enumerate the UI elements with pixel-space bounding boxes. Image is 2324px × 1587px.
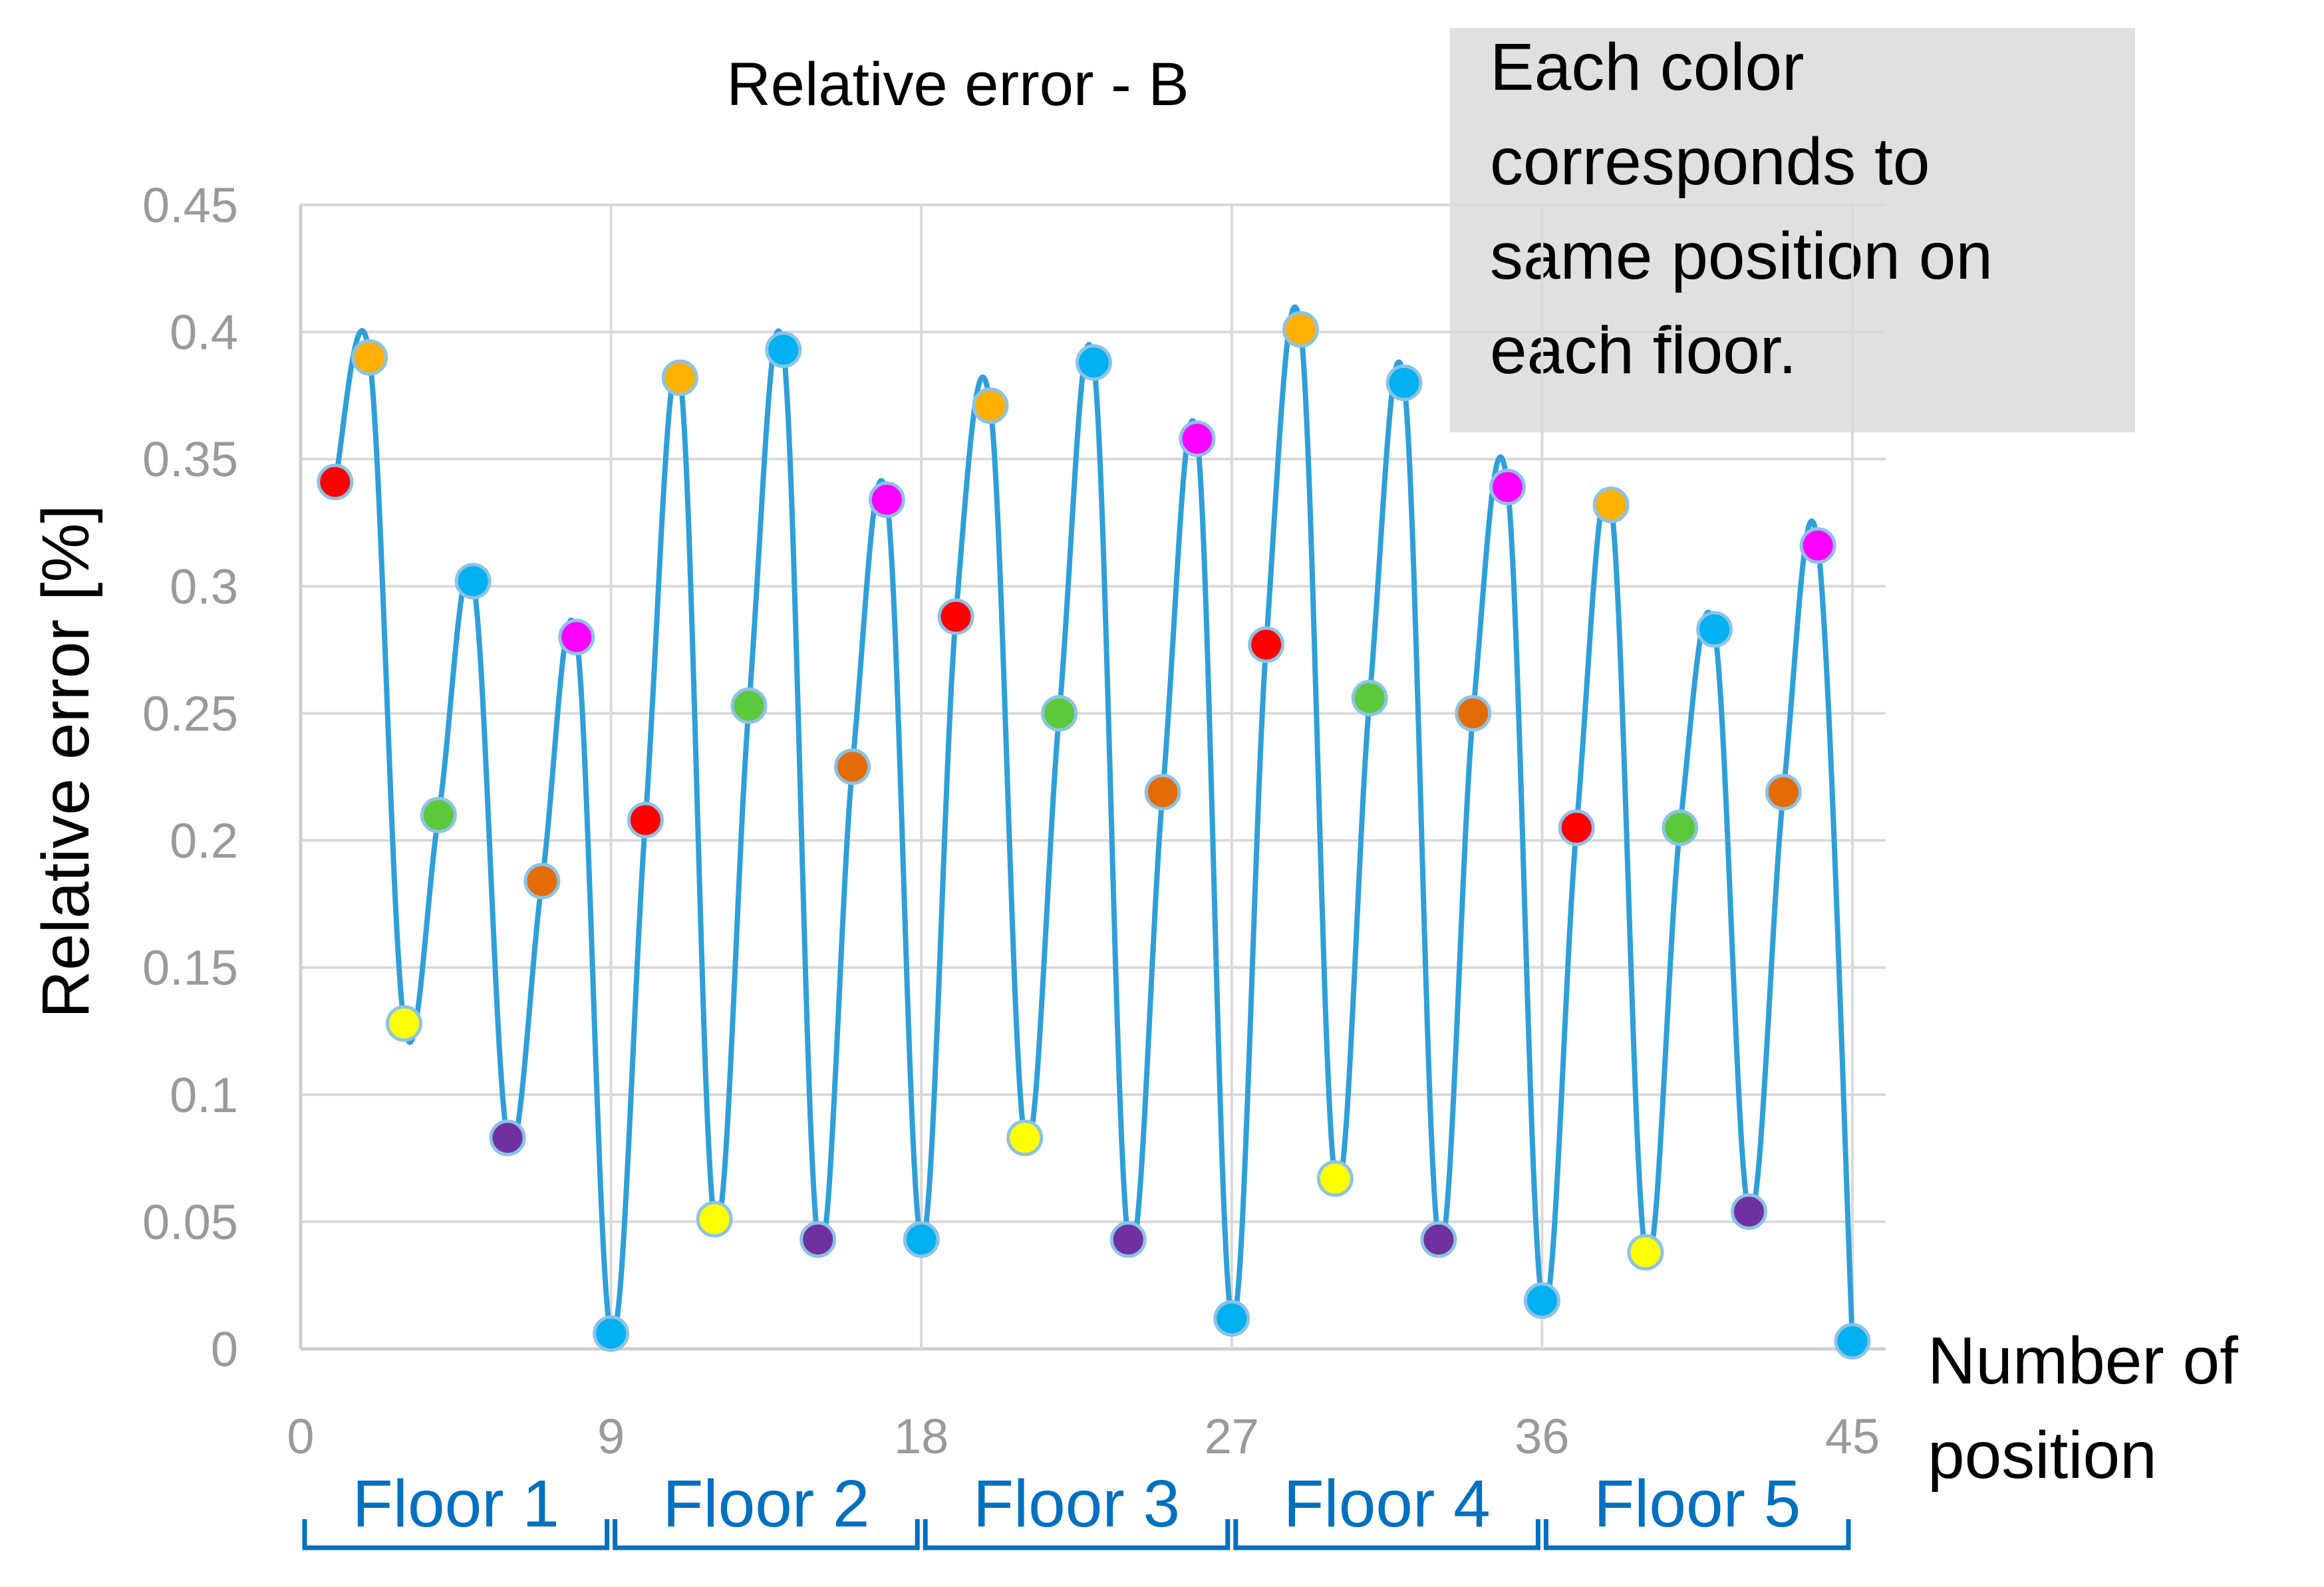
annotation-line-4: each floor. — [1490, 313, 1797, 388]
data-point — [1558, 809, 1595, 846]
data-point — [489, 1119, 526, 1157]
floor-label: Floor 4 — [1283, 1467, 1490, 1541]
data-point — [1213, 1300, 1250, 1337]
x-tick-label: 9 — [597, 1409, 625, 1464]
data-point — [903, 1221, 940, 1258]
x-tick-labels: 0 9 18 27 36 45 — [287, 1409, 1880, 1464]
data-point — [730, 687, 768, 724]
floor-bracket — [923, 1519, 1231, 1550]
data-point — [1109, 1221, 1147, 1258]
y-tick-label: 0.3 — [170, 559, 238, 614]
data-point — [1696, 611, 1733, 648]
floor-label: Floor 3 — [973, 1467, 1180, 1541]
data-point — [1248, 626, 1285, 663]
data-point — [1523, 1282, 1560, 1319]
chart-title: Relative error - B — [726, 51, 1189, 118]
series-path — [332, 304, 1855, 1342]
data-point — [420, 796, 457, 833]
floor-groups: Floor 1 Floor 2 Floor 3 Floor 4 Floor 5 — [302, 1467, 1851, 1550]
data-point — [1627, 1234, 1664, 1271]
data-point — [558, 619, 595, 656]
grid-lines — [299, 204, 1886, 1351]
data-point — [1351, 680, 1388, 717]
annotation-line-2: corresponds to — [1490, 124, 1930, 199]
x-tick-label: 18 — [894, 1409, 948, 1464]
annotation-box — [1450, 28, 2135, 432]
data-point — [1489, 468, 1526, 505]
floor-bracket — [302, 1519, 610, 1550]
data-point — [1592, 486, 1630, 523]
x-axis-label-line-2: position — [1928, 1418, 2157, 1493]
y-tick-label: 0.25 — [142, 686, 238, 741]
data-point — [1041, 694, 1078, 732]
data-point — [1179, 420, 1216, 458]
y-tick-label: 0.05 — [142, 1195, 238, 1250]
y-axis-label: Relative error [%] — [29, 505, 103, 1018]
data-point — [1765, 774, 1802, 811]
y-tick-label: 0.35 — [142, 432, 238, 487]
data-point — [972, 387, 1009, 424]
data-point — [937, 598, 974, 635]
x-tick-label: 36 — [1515, 1409, 1569, 1464]
y-tick-label: 0.4 — [170, 305, 238, 360]
data-point — [1006, 1119, 1044, 1157]
y-tick-label: 0.45 — [142, 178, 238, 233]
data-point — [765, 331, 802, 368]
data-point — [1420, 1221, 1457, 1258]
series-line — [332, 304, 1855, 1342]
floor-bracket — [1233, 1519, 1540, 1550]
floor-label: Floor 2 — [662, 1467, 869, 1541]
data-point — [868, 481, 905, 518]
floor-label: Floor 1 — [353, 1467, 559, 1541]
floor-bracket — [613, 1519, 920, 1550]
y-tick-label: 0 — [211, 1322, 238, 1377]
y-tick-label: 0.1 — [170, 1068, 238, 1123]
y-tick-labels: 0 0.05 0.1 0.15 0.2 0.25 0.3 0.35 0.4 0.45 — [142, 178, 238, 1377]
data-point — [1799, 527, 1836, 564]
annotation-line-1: Each color — [1490, 30, 1804, 104]
data-point — [1455, 694, 1492, 732]
data-point — [454, 563, 492, 600]
data-point — [661, 359, 698, 396]
data-point — [386, 1005, 423, 1042]
y-tick-label: 0.2 — [170, 813, 238, 869]
x-axis-label-line-1: Number of — [1928, 1324, 2238, 1398]
floor-label: Floor 5 — [1594, 1467, 1801, 1541]
data-point — [799, 1221, 837, 1258]
data-point — [317, 464, 354, 501]
data-point — [351, 339, 388, 376]
data-point — [1316, 1160, 1354, 1197]
x-tick-label: 27 — [1205, 1409, 1259, 1464]
data-point — [627, 801, 664, 839]
data-point — [1075, 344, 1112, 381]
data-point — [523, 863, 561, 900]
series-markers — [317, 311, 1871, 1360]
annotation-line-3: same position on — [1490, 219, 1993, 293]
data-point — [834, 748, 871, 786]
data-point — [1834, 1323, 1871, 1360]
data-point — [1282, 311, 1319, 348]
x-tick-label: 0 — [287, 1409, 314, 1464]
data-point — [1144, 774, 1181, 811]
data-point — [1662, 809, 1699, 846]
floor-bracket — [1543, 1519, 1851, 1550]
data-point — [696, 1201, 733, 1238]
y-tick-label: 0.15 — [142, 940, 238, 996]
x-tick-label: 45 — [1825, 1409, 1880, 1464]
data-point — [1385, 364, 1423, 402]
data-point — [1730, 1193, 1767, 1230]
data-point — [593, 1315, 630, 1352]
